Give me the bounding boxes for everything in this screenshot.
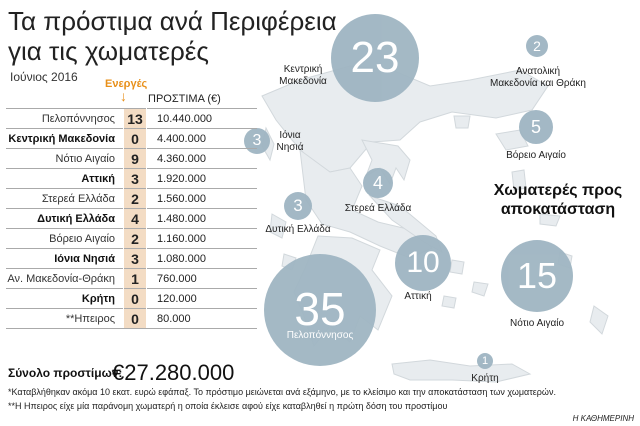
- bubble-value-peloponnisos: 35: [294, 283, 346, 335]
- land-samos: [539, 213, 561, 227]
- row-fine: 760.000: [146, 268, 257, 289]
- land-chios: [511, 169, 527, 191]
- row-region: Αν. Μακεδονία-Θράκη: [6, 268, 124, 289]
- row-active-count: 0: [123, 288, 147, 309]
- row-fine: 120.000: [146, 288, 257, 309]
- row-active-count: 3: [123, 168, 147, 189]
- bubble-label-voreio-aigaio: Βόρειο Αιγαίο: [506, 150, 566, 161]
- land-lesvos: [495, 129, 529, 151]
- table-row: Βόρειο Αιγαίο 2 1.160.000: [6, 228, 257, 249]
- bubble-label-peloponnisos: Πελοπόννησος: [286, 330, 354, 341]
- table-row: Αττική 3 1.920.000: [6, 168, 257, 189]
- bubble-kriti: [477, 353, 493, 369]
- bubble-value-anatoliki-makedonia: 2: [533, 38, 541, 54]
- row-region: **Ηπειρος: [6, 308, 124, 329]
- row-region: Πελοπόννησος: [6, 108, 124, 129]
- bubble-label-dytiki-ellada: Δυτική Ελλάδα: [265, 224, 331, 235]
- table-row: Αν. Μακεδονία-Θράκη 1 760.000: [6, 268, 257, 289]
- row-fine: 1.920.000: [146, 168, 257, 189]
- table-row: Πελοπόννησος 13 10.440.000: [6, 108, 257, 129]
- row-region: Στερεά Ελλάδα: [6, 188, 124, 209]
- table-row: Δυτική Ελλάδα 4 1.480.000: [6, 208, 257, 229]
- bubble-notio-aigaio: [501, 240, 573, 312]
- bubble-attiki: [395, 235, 451, 291]
- map-title: Χωματερές προς αποκατάσταση: [493, 182, 623, 218]
- bubble-label-attiki: Αττική: [404, 291, 432, 302]
- land-crete: [391, 359, 532, 383]
- land-kefalonia: [269, 213, 287, 239]
- row-region: Βόρειο Αιγαίο: [6, 228, 124, 249]
- bubble-kentriki-makedonia: [331, 14, 419, 102]
- row-active-count: 2: [123, 188, 147, 209]
- bubble-dytiki-ellada: [284, 192, 312, 220]
- row-fine: 80.000: [146, 308, 257, 329]
- page-title: Τα πρόστιμα ανά Περιφέρεια για τις χωματ…: [8, 6, 337, 66]
- land-limnos: [453, 115, 471, 129]
- down-arrow-icon: ↓: [120, 88, 127, 104]
- total-value: €27.280.000: [112, 360, 235, 385]
- row-active-count: 3: [123, 248, 147, 269]
- row-region: Ιόνια Νησιά: [6, 248, 124, 269]
- date-label: Ιούνιος 2016: [10, 70, 78, 84]
- row-active-count: 13: [123, 108, 147, 129]
- table-row: Κεντρική Μακεδονία 0 4.400.000: [6, 128, 257, 149]
- header-active: Ενεργές: [105, 78, 148, 90]
- bubble-anatoliki-makedonia: [526, 35, 548, 57]
- row-active-count: 0: [123, 128, 147, 149]
- row-fine: 1.080.000: [146, 248, 257, 269]
- land-cyclades-2: [471, 281, 489, 297]
- bubble-peloponnisos: [264, 254, 376, 366]
- row-region: Κρήτη: [6, 288, 124, 309]
- row-region: Νότιο Αιγαίο: [6, 148, 124, 169]
- table-row: **Ηπειρος 0 80.000: [6, 308, 257, 329]
- bubble-label-kriti: Κρήτη: [471, 373, 499, 384]
- bubble-value-sterea-ellada: 4: [372, 173, 383, 193]
- bubble-value-ionia-nisia: 3: [252, 132, 262, 149]
- row-fine: 1.480.000: [146, 208, 257, 229]
- total-label: Σύνολο προστίμων:: [8, 366, 123, 380]
- table-row: Ιόνια Νησιά 3 1.080.000: [6, 248, 257, 269]
- bubble-value-kentriki-makedonia: 23: [350, 33, 400, 82]
- land-halkidiki: [361, 139, 411, 186]
- bubble-sterea-ellada: [363, 168, 393, 198]
- land-cyclades-3: [441, 295, 457, 309]
- bubble-value-attiki: 10: [406, 246, 440, 279]
- table-row: Στερεά Ελλάδα 2 1.560.000: [6, 188, 257, 209]
- bubble-label-sterea-ellada: Στερεά Ελλάδα: [344, 203, 412, 214]
- row-fine: 10.440.000: [146, 108, 257, 129]
- bubble-voreio-aigaio: [519, 110, 553, 144]
- row-active-count: 4: [123, 208, 147, 229]
- bubble-label-notio-aigaio: Νότιο Αιγαίο: [509, 318, 565, 329]
- footnote-2: **Η Ηπειρος είχε μία παράνομη χωματερή η…: [8, 401, 448, 411]
- bubbles: [244, 14, 573, 369]
- bubble-value-kriti: 1: [481, 355, 489, 367]
- row-region: Κεντρική Μακεδονία: [6, 128, 124, 149]
- bubble-value-notio-aigaio: 15: [516, 255, 558, 296]
- fines-table: Πελοπόννησος 13 10.440.000 Κεντρική Μακεδον…: [6, 108, 257, 329]
- bubble-value-dytiki-ellada: 3: [293, 196, 303, 215]
- bubble-value-voreio-aigaio: 5: [530, 117, 541, 137]
- row-fine: 4.400.000: [146, 128, 257, 149]
- footnote-1: *Καταβλήθηκαν ακόμα 10 εκατ. ευρώ εφάπαξ…: [8, 387, 556, 397]
- table-row: Κρήτη 0 120.000: [6, 288, 257, 309]
- bubble-label-ionia-nisia: Ιόνια Νησιά: [276, 130, 304, 153]
- row-active-count: 0: [123, 308, 147, 329]
- brand-logo: Η ΚΑΘΗΜΕΡΙΝΗ: [572, 414, 634, 423]
- row-fine: 1.160.000: [146, 228, 257, 249]
- row-active-count: 1: [123, 268, 147, 289]
- land-rhodes: [589, 305, 609, 335]
- row-region: Δυτική Ελλάδα: [6, 208, 124, 229]
- row-active-count: 9: [123, 148, 147, 169]
- row-fine: 1.560.000: [146, 188, 257, 209]
- row-active-count: 2: [123, 228, 147, 249]
- header-fine: ΠΡΟΣΤΙΜΑ (€): [148, 93, 221, 105]
- bubble-label-anatoliki-makedonia: Ανατολική Μακεδονία και Θράκη: [490, 66, 586, 89]
- row-fine: 4.360.000: [146, 148, 257, 169]
- bubble-label-kentriki-makedonia: Κεντρική Μακεδονία: [279, 64, 327, 87]
- table-row: Νότιο Αιγαίο 9 4.360.000: [6, 148, 257, 169]
- row-region: Αττική: [6, 168, 124, 189]
- land-cyclades-1: [449, 259, 465, 275]
